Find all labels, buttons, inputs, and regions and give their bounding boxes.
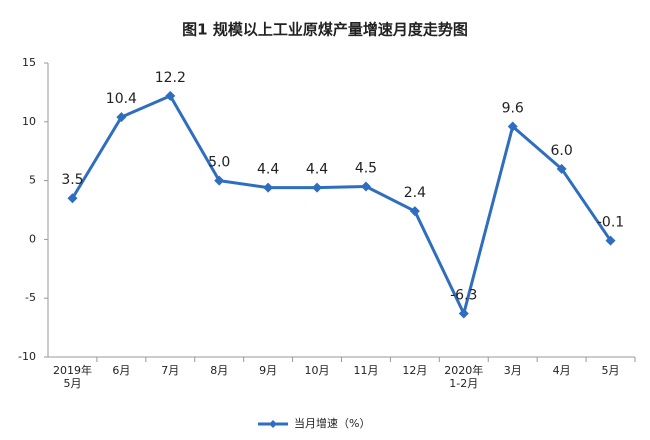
data-label: 6.0	[550, 143, 572, 159]
data-label: 10.4	[106, 91, 137, 107]
data-label: 4.4	[306, 162, 328, 178]
y-tick-label: 15	[22, 56, 36, 69]
data-label: 2.4	[404, 185, 426, 201]
x-tick-label: 9月	[259, 364, 277, 377]
y-tick-label: 0	[29, 232, 36, 245]
marker	[556, 163, 567, 174]
x-tick-label: 2019年 5月	[53, 363, 92, 390]
marker	[360, 181, 371, 192]
data-label: 12.2	[155, 70, 186, 86]
marker	[409, 206, 420, 217]
y-tick-label: 10	[22, 115, 36, 128]
x-tick-label: 10月	[305, 364, 330, 377]
x-tick-label: 5月	[602, 364, 620, 377]
data-label: -6.3	[450, 287, 477, 303]
data-label: 9.6	[502, 101, 524, 117]
x-tick-label: 2020年 1-2月	[444, 363, 483, 390]
legend-label: 当月增速（%）	[294, 416, 370, 430]
data-label: 4.5	[355, 160, 377, 176]
y-tick-label: -10	[18, 350, 36, 363]
marker	[165, 90, 176, 101]
data-label: 4.4	[257, 162, 279, 178]
line	[71, 94, 612, 315]
chart-title: 图1 规模以上工业原煤产量增速月度走势图	[182, 21, 468, 39]
marker	[507, 121, 518, 132]
legend-marker	[269, 420, 277, 428]
marker	[605, 235, 616, 246]
marker	[312, 182, 323, 193]
x-tick-label: 4月	[553, 364, 571, 377]
x-tick-label: 3月	[504, 364, 522, 377]
y-tick-label: -5	[25, 291, 36, 304]
data-label: -0.1	[597, 215, 624, 231]
x-tick-label: 6月	[112, 364, 130, 377]
marker	[214, 175, 225, 186]
data-label: 5.0	[208, 155, 230, 171]
x-tick-label: 7月	[161, 364, 179, 377]
data-label: 3.5	[61, 172, 83, 188]
x-tick-label: 12月	[402, 364, 427, 377]
marker	[67, 193, 78, 204]
marker	[116, 112, 127, 123]
y-tick-label: 5	[29, 174, 36, 187]
x-tick-label: 11月	[353, 364, 378, 377]
x-tick-label: 8月	[210, 364, 228, 377]
marker	[458, 308, 469, 319]
marker	[263, 182, 274, 193]
